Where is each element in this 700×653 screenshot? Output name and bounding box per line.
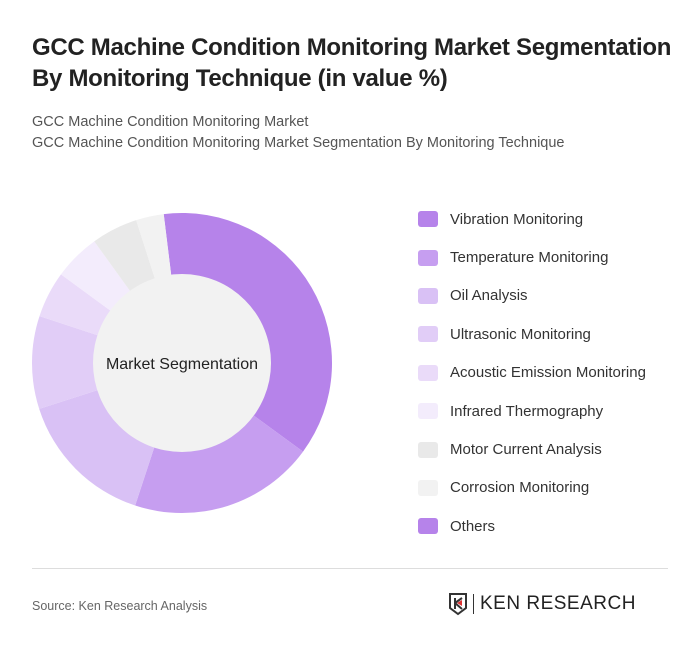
- legend-swatch: [418, 364, 438, 381]
- legend-item: Temperature Monitoring: [418, 238, 646, 276]
- legend-swatch: [418, 403, 438, 420]
- subtitle-segmentation: GCC Machine Condition Monitoring Market …: [32, 135, 565, 151]
- legend-item: Ultrasonic Monitoring: [418, 315, 646, 353]
- legend-label: Temperature Monitoring: [450, 249, 609, 267]
- logo-text: KEN RESEARCH: [480, 593, 636, 614]
- legend-item: Vibration Monitoring: [418, 200, 646, 238]
- legend-item: Corrosion Monitoring: [418, 469, 646, 507]
- legend: Vibration Monitoring Temperature Monitori…: [418, 200, 646, 546]
- legend-label: Acoustic Emission Monitoring: [450, 364, 646, 382]
- legend-swatch: [418, 518, 438, 535]
- legend-label: Ultrasonic Monitoring: [450, 325, 591, 343]
- divider: [32, 568, 668, 569]
- legend-label: Others: [450, 517, 496, 535]
- subtitle-market: GCC Machine Condition Monitoring Market: [32, 114, 309, 130]
- legend-swatch: [418, 326, 438, 343]
- legend-swatch: [418, 287, 438, 304]
- legend-label: Corrosion Monitoring: [450, 479, 590, 497]
- legend-label: Oil Analysis: [450, 287, 528, 305]
- donut-center: [93, 274, 271, 452]
- center-label: Market Segmentation: [106, 356, 258, 373]
- legend-swatch: [418, 441, 438, 458]
- legend-item: Infrared Thermography: [418, 392, 646, 430]
- legend-swatch: [418, 249, 438, 266]
- source-note: Source: Ken Research Analysis: [32, 599, 208, 613]
- legend-label: Infrared Thermography: [450, 402, 604, 420]
- legend-item: Acoustic Emission Monitoring: [418, 354, 646, 392]
- ken-research-logo: KEN RESEARCH: [448, 592, 636, 616]
- legend-item: Motor Current Analysis: [418, 430, 646, 468]
- logo-shield-icon: [449, 593, 467, 616]
- legend-label: Vibration Monitoring: [450, 210, 584, 228]
- legend-item: Others: [418, 507, 646, 545]
- legend-swatch: [418, 479, 438, 496]
- legend-swatch: [418, 211, 438, 228]
- chart-title: GCC Machine Condition Monitoring Market …: [32, 34, 672, 92]
- legend-item: Oil Analysis: [418, 277, 646, 315]
- donut-chart: Market Segmentation: [32, 213, 332, 513]
- legend-label: Motor Current Analysis: [450, 441, 602, 459]
